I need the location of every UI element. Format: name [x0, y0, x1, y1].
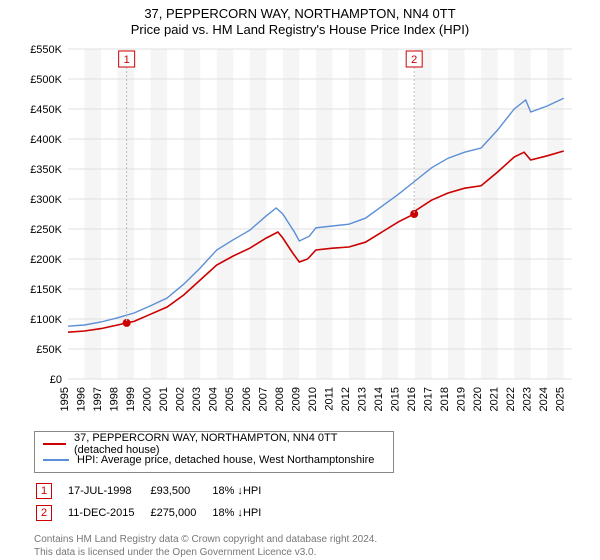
marker-price: £93,500 [150, 481, 210, 501]
svg-text:2011: 2011 [323, 387, 335, 411]
svg-text:2014: 2014 [373, 387, 385, 411]
marker-date: 17-JUL-1998 [68, 481, 148, 501]
legend-item: 37, PEPPERCORN WAY, NORTHAMPTON, NN4 0TT… [43, 436, 385, 452]
legend-swatch [43, 443, 66, 445]
legend: 37, PEPPERCORN WAY, NORTHAMPTON, NN4 0TT… [34, 431, 394, 473]
table-row: 2 11-DEC-2015 £275,000 18%HPI [36, 503, 275, 523]
arrow-down-icon [234, 485, 243, 497]
svg-text:£550K: £550K [30, 44, 62, 56]
svg-text:1: 1 [124, 54, 130, 66]
svg-text:2007: 2007 [257, 387, 269, 411]
svg-text:2010: 2010 [307, 387, 319, 411]
svg-text:2: 2 [411, 54, 417, 66]
svg-text:1998: 1998 [109, 387, 121, 411]
svg-text:2013: 2013 [356, 387, 368, 411]
svg-text:2019: 2019 [456, 387, 468, 411]
svg-text:£400K: £400K [30, 134, 62, 146]
legend-swatch [43, 459, 69, 461]
svg-text:2004: 2004 [208, 387, 220, 411]
svg-text:2008: 2008 [274, 387, 286, 411]
chart-svg: £0 £50K £100K £150K £200K £250K £300K £350K £400… [20, 43, 580, 423]
svg-text:£500K: £500K [30, 74, 62, 86]
svg-text:2017: 2017 [423, 387, 435, 411]
svg-text:2006: 2006 [241, 387, 253, 411]
svg-text:£300K: £300K [30, 194, 62, 206]
arrow-down-icon [234, 507, 243, 519]
chart-subtitle: Price paid vs. HM Land Registry's House … [0, 22, 600, 37]
svg-text:2012: 2012 [340, 387, 352, 411]
markers-table: 1 17-JUL-1998 £93,500 18%HPI 2 11-DEC-20… [34, 479, 277, 525]
svg-text:2018: 2018 [439, 387, 451, 411]
svg-text:£50K: £50K [36, 344, 62, 356]
marker-delta: 18%HPI [212, 481, 275, 501]
svg-text:2009: 2009 [290, 387, 302, 411]
svg-text:2000: 2000 [142, 387, 154, 411]
legend-label: HPI: Average price, detached house, West… [77, 454, 374, 466]
svg-text:2024: 2024 [538, 387, 550, 411]
marker-delta: 18%HPI [212, 503, 275, 523]
svg-text:2002: 2002 [175, 387, 187, 411]
svg-text:£100K: £100K [30, 314, 62, 326]
svg-text:2025: 2025 [555, 387, 567, 411]
marker-badge: 1 [36, 483, 52, 499]
chart-area: £0 £50K £100K £150K £200K £250K £300K £350K £400… [20, 43, 580, 423]
svg-text:2016: 2016 [406, 387, 418, 411]
svg-text:1999: 1999 [125, 387, 137, 411]
titles: 37, PEPPERCORN WAY, NORTHAMPTON, NN4 0TT… [0, 0, 600, 37]
svg-text:2015: 2015 [389, 387, 401, 411]
svg-text:1997: 1997 [92, 387, 104, 411]
chart-container: 37, PEPPERCORN WAY, NORTHAMPTON, NN4 0TT… [0, 0, 600, 560]
svg-text:2022: 2022 [505, 387, 517, 411]
svg-text:2020: 2020 [472, 387, 484, 411]
legend-item: HPI: Average price, detached house, West… [43, 452, 385, 468]
svg-text:2005: 2005 [224, 387, 236, 411]
svg-text:1996: 1996 [76, 387, 88, 411]
svg-text:£200K: £200K [30, 254, 62, 266]
svg-text:£150K: £150K [30, 284, 62, 296]
table-row: 1 17-JUL-1998 £93,500 18%HPI [36, 481, 275, 501]
svg-text:£0: £0 [50, 374, 62, 386]
footer-attribution: Contains HM Land Registry data © Crown c… [34, 533, 600, 559]
svg-text:£350K: £350K [30, 164, 62, 176]
footer-line: This data is licensed under the Open Gov… [34, 546, 600, 559]
chart-title: 37, PEPPERCORN WAY, NORTHAMPTON, NN4 0TT [0, 6, 600, 21]
svg-text:£450K: £450K [30, 104, 62, 116]
svg-text:2023: 2023 [522, 387, 534, 411]
svg-text:1995: 1995 [59, 387, 71, 411]
footer-line: Contains HM Land Registry data © Crown c… [34, 533, 600, 546]
svg-text:2001: 2001 [158, 387, 170, 411]
svg-text:£250K: £250K [30, 224, 62, 236]
legend-label: 37, PEPPERCORN WAY, NORTHAMPTON, NN4 0TT… [74, 432, 385, 456]
marker-badge: 2 [36, 505, 52, 521]
marker-price: £275,000 [150, 503, 210, 523]
svg-text:2003: 2003 [191, 387, 203, 411]
marker-date: 11-DEC-2015 [68, 503, 148, 523]
svg-text:2021: 2021 [489, 387, 501, 411]
